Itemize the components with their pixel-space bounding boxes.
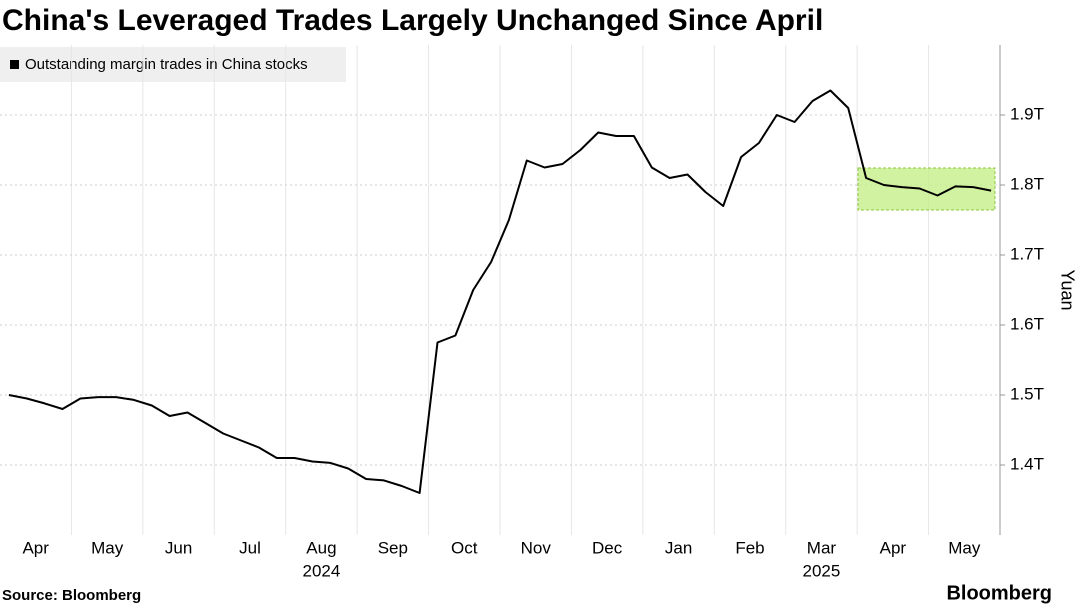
x-year-label: 2025	[803, 561, 841, 580]
x-tick-label: Nov	[521, 538, 552, 557]
x-tick-label: Apr	[22, 538, 49, 557]
x-tick-label: Mar	[807, 538, 837, 557]
x-tick-label: Dec	[592, 538, 623, 557]
x-tick-label: Feb	[735, 538, 764, 557]
legend-swatch	[10, 60, 19, 69]
y-tick-label: 1.7T	[1010, 244, 1044, 263]
x-tick-label: May	[948, 538, 981, 557]
line-series	[8, 89, 992, 494]
x-tick-label: Jul	[239, 538, 261, 557]
y-tick-label: 1.8T	[1010, 174, 1044, 193]
x-tick-label: May	[91, 538, 124, 557]
y-tick-label: 1.9T	[1010, 104, 1044, 123]
y-tick-label: 1.6T	[1010, 314, 1044, 333]
x-tick-label: Sep	[378, 538, 408, 557]
chart-title: China's Leveraged Trades Largely Unchang…	[2, 4, 823, 37]
x-tick-label: Oct	[451, 538, 478, 557]
legend-label: Outstanding margin trades in China stock…	[25, 56, 308, 73]
x-tick-label: Aug	[306, 538, 336, 557]
y-tick-label: 1.4T	[1010, 454, 1044, 473]
x-year-label: 2024	[303, 561, 341, 580]
highlight-box	[857, 167, 996, 211]
x-tick-label: Jun	[165, 538, 192, 557]
y-axis-title: Yuan	[1057, 269, 1077, 310]
source: Source: Bloomberg	[2, 587, 141, 604]
y-tick-label: 1.5T	[1010, 384, 1044, 403]
x-tick-label: Apr	[880, 538, 907, 557]
x-tick-label: Jan	[665, 538, 692, 557]
legend-box	[0, 47, 346, 82]
brand: Bloomberg	[946, 582, 1052, 604]
